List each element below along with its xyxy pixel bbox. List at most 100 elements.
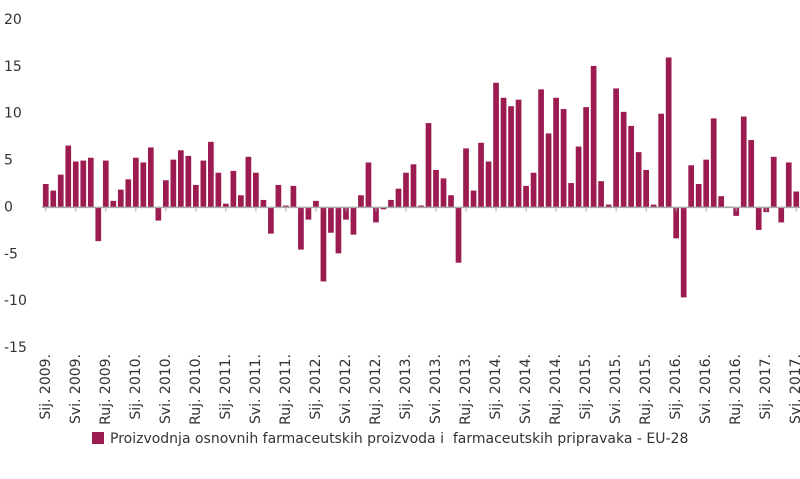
x-tick-label: Ruj. 2010. — [188, 354, 204, 425]
bar — [575, 146, 582, 208]
y-tick-label: 0 — [4, 199, 13, 215]
bar — [605, 204, 612, 208]
x-tick-label: Sij. 2016. — [668, 354, 684, 420]
bar — [245, 156, 252, 208]
bar — [117, 189, 124, 208]
x-tick-label: Sij. 2012. — [308, 354, 324, 420]
x-tick-label: Svi. 2015. — [608, 354, 624, 424]
bar — [545, 133, 552, 208]
bar — [373, 207, 379, 223]
bar — [703, 159, 710, 208]
bar — [710, 118, 717, 208]
bar — [778, 207, 785, 223]
legend-swatch — [92, 432, 104, 444]
bar — [87, 157, 94, 208]
bar — [328, 207, 334, 233]
bar — [298, 207, 304, 250]
bar — [635, 152, 642, 208]
bar — [283, 205, 289, 208]
bar — [613, 88, 619, 208]
bar — [740, 116, 747, 208]
x-tick-label: Svi. 2012. — [338, 354, 354, 424]
x-tick-label: Ruj. 2013. — [458, 354, 474, 425]
bar — [200, 160, 207, 208]
bar — [785, 162, 792, 208]
bar — [268, 207, 274, 234]
x-tick-label: Svi. 2010. — [158, 354, 174, 424]
bar — [508, 106, 514, 208]
x-tick-label: Sij. 2017. — [758, 354, 774, 420]
x-tick-label: Ruj. 2009. — [98, 354, 114, 425]
bar — [305, 207, 312, 220]
bar — [358, 195, 364, 208]
bar — [620, 111, 627, 208]
bar — [485, 161, 492, 208]
bar — [658, 113, 665, 208]
bar — [538, 89, 544, 208]
bar — [440, 178, 447, 208]
bar — [223, 203, 229, 208]
bar — [253, 172, 259, 208]
bar — [335, 207, 342, 254]
x-tick-label: Sij. 2011. — [218, 354, 234, 420]
bar — [388, 199, 394, 208]
x-tick-label: Sij. 2014. — [488, 354, 504, 420]
bar — [177, 150, 184, 208]
bar — [695, 184, 702, 208]
bar — [553, 97, 559, 208]
bar — [102, 160, 109, 208]
bar — [125, 179, 132, 208]
x-tick-label: Sij. 2010. — [128, 354, 144, 420]
bar — [665, 57, 672, 208]
bar — [65, 145, 72, 208]
bar — [455, 207, 462, 263]
x-tick-label: Ruj. 2012. — [368, 354, 384, 425]
bar — [208, 141, 214, 208]
bar — [448, 195, 454, 208]
bar — [418, 205, 424, 208]
x-tick-label: Ruj. 2011. — [278, 354, 294, 425]
bar — [598, 181, 604, 208]
bar — [238, 195, 244, 208]
bar — [162, 180, 169, 208]
x-tick-label: Sij. 2013. — [398, 354, 414, 420]
bar — [628, 125, 634, 208]
bar — [170, 159, 177, 208]
x-tick-label: Ruj. 2014. — [548, 354, 564, 425]
bar — [718, 196, 725, 208]
bar — [523, 185, 529, 208]
x-tick-label: Svi. 2016. — [698, 354, 714, 424]
bar — [147, 147, 154, 208]
bar — [463, 148, 469, 208]
y-tick-label: 5 — [4, 153, 13, 169]
bar — [425, 123, 432, 208]
x-tick-label: Ruj. 2015. — [638, 354, 654, 425]
bar — [260, 199, 267, 208]
bar — [320, 207, 327, 282]
bar — [343, 207, 349, 220]
bar — [395, 188, 402, 208]
bar — [688, 165, 695, 208]
bar — [230, 170, 237, 208]
bar — [590, 65, 597, 208]
bar — [530, 172, 537, 208]
bar — [583, 107, 589, 208]
bar — [770, 156, 777, 208]
bar — [215, 172, 222, 208]
y-tick-label: -5 — [4, 246, 18, 262]
bar — [470, 190, 477, 208]
x-tick-label: Svi. 2009. — [68, 354, 84, 424]
x-tick-label: Svi. 2013. — [428, 354, 444, 424]
legend-label: Proizvodnja osnovnih farmaceutskih proiz… — [110, 431, 688, 447]
bar — [57, 174, 64, 208]
bar — [403, 172, 409, 208]
bar — [140, 162, 147, 208]
bar — [515, 99, 522, 208]
bar — [493, 82, 499, 208]
bar — [500, 97, 507, 208]
bar — [275, 184, 282, 208]
bar — [365, 162, 372, 208]
bar — [42, 184, 49, 208]
bar — [748, 139, 755, 208]
